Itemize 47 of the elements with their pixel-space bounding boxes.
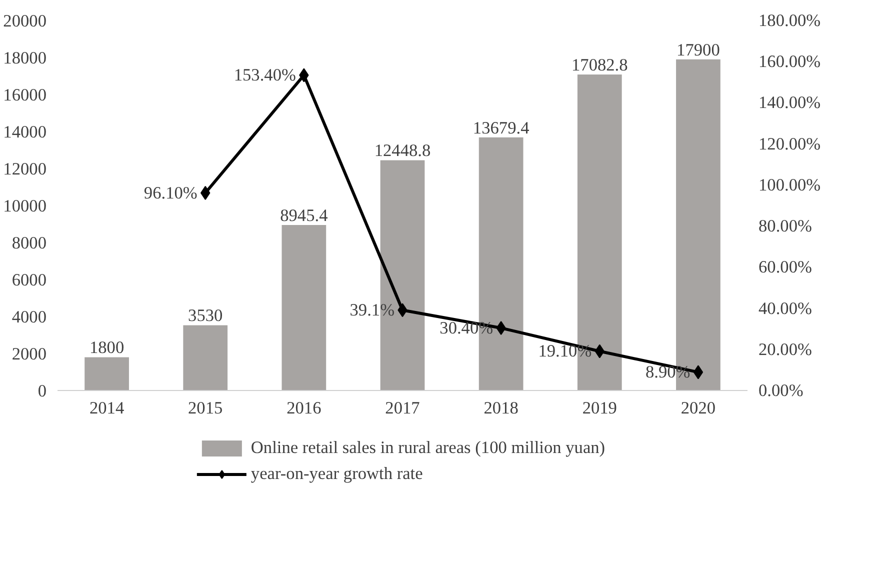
y-tick-label: 20000 (3, 12, 47, 30)
data-label: 30.40% (440, 318, 494, 338)
data-label: 12448.8 (374, 141, 431, 160)
data-label: 3530 (188, 306, 223, 326)
legend-label: year-on-year growth rate (250, 464, 423, 484)
bar (282, 225, 326, 390)
data-label: 19.10% (538, 342, 592, 361)
x-tick-label: 2016 (286, 398, 322, 418)
x-tick-label: 2019 (582, 398, 617, 418)
y2-tick-label: 80.00% (758, 216, 812, 236)
y-tick-label: 18000 (3, 48, 47, 68)
data-label: 13679.4 (472, 118, 530, 138)
data-label: 17082.8 (571, 55, 628, 74)
data-label: 1800 (89, 338, 124, 358)
x-tick-label: 2018 (484, 398, 518, 418)
y2-tick-label: 160.00% (758, 52, 821, 72)
y2-tick-label: 0.00% (758, 381, 804, 400)
x-tick-label: 2017 (385, 398, 420, 418)
y-tick-label: 10000 (3, 196, 47, 216)
data-label: 39.1% (350, 300, 395, 320)
y2-tick-label: 100.00% (758, 175, 821, 194)
y-tick-label: 2000 (12, 344, 46, 364)
legend-label: Online retail sales in rural areas (100 million yuan) (250, 438, 606, 458)
y-tick-label: 6000 (12, 270, 46, 290)
y-tick-label: 12000 (3, 160, 47, 178)
y-tick-label: 8000 (12, 234, 46, 252)
bar (84, 357, 129, 390)
bar (183, 325, 228, 390)
y2-tick-label: 120.00% (758, 134, 821, 154)
y-tick-label: 0 (38, 382, 47, 400)
data-label: 8.90% (645, 362, 690, 382)
data-label: 17900 (676, 40, 720, 60)
data-label: 96.10% (144, 183, 198, 202)
y2-tick-label: 20.00% (758, 340, 812, 359)
y-tick-label: 4000 (12, 308, 46, 326)
y-tick-label: 14000 (3, 122, 47, 142)
x-tick-label: 2014 (89, 398, 124, 418)
y-tick-label: 16000 (3, 86, 47, 104)
data-label: 153.40% (234, 66, 296, 85)
x-tick-label: 2020 (680, 398, 716, 418)
point (693, 365, 704, 380)
y2-tick-label: 180.00% (758, 11, 821, 30)
data-label: 8945.4 (280, 206, 328, 226)
y2-tick-label: 140.00% (758, 93, 821, 112)
y2-tick-label: 40.00% (758, 298, 812, 318)
y2-tick-label: 60.00% (758, 258, 812, 277)
x-tick-label: 2015 (188, 398, 223, 418)
